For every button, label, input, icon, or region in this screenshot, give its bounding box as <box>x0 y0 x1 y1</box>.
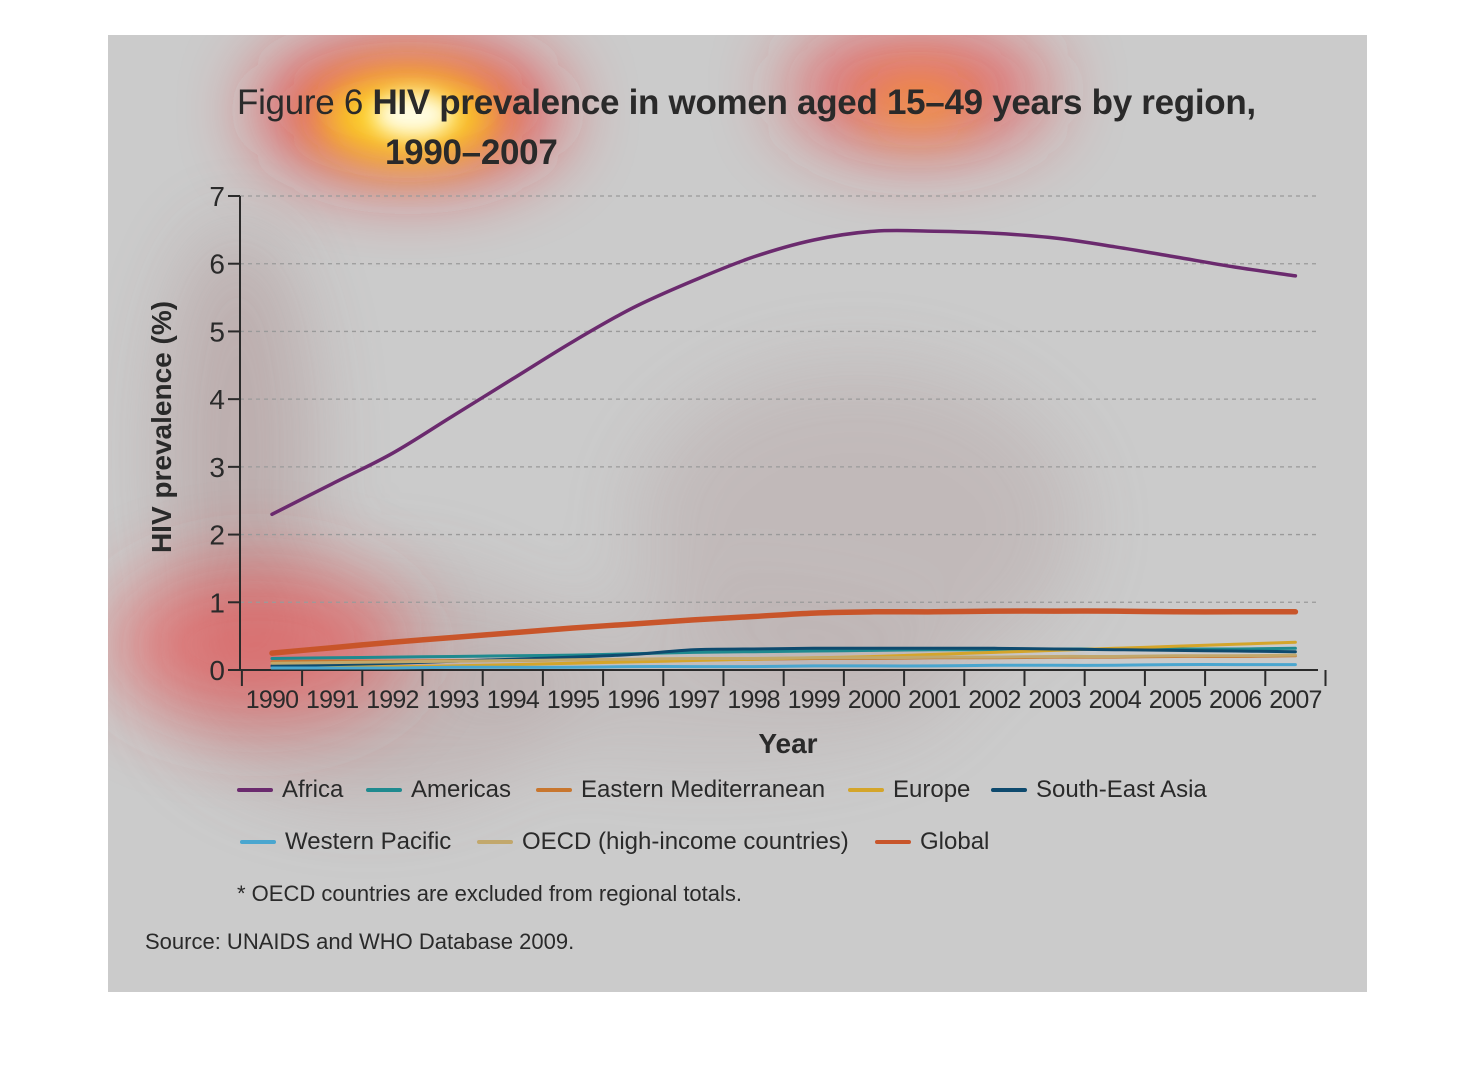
legend-item-africa: Africa <box>237 776 343 804</box>
y-tick-label-2: 2 <box>209 520 225 551</box>
figure-panel: Figure 6 HIV prevalence in women aged 15… <box>108 35 1367 992</box>
y-tick-label-6: 6 <box>209 249 225 280</box>
y-tick-label-1: 1 <box>209 587 225 618</box>
x-tick-label-2003: 2003 <box>1028 686 1080 714</box>
x-tick-label-2007: 2007 <box>1269 686 1321 714</box>
x-tick-label-2006: 2006 <box>1209 686 1261 714</box>
x-tick-label-1995: 1995 <box>547 686 599 714</box>
x-tick-label-1993: 1993 <box>426 686 478 714</box>
legend-swatch-south-east-asia <box>991 788 1027 792</box>
legend-item-eastern-mediterranean: Eastern Mediterranean <box>536 776 825 804</box>
series-line-oecd-high-income-countries <box>270 653 1297 665</box>
legend-label-south-east-asia: South-East Asia <box>1036 776 1207 803</box>
title-figure-label: Figure 6 <box>237 83 363 122</box>
x-tick-label-1998: 1998 <box>727 686 779 714</box>
x-tick-label-2000: 2000 <box>848 686 900 714</box>
x-tick-label-2005: 2005 <box>1149 686 1201 714</box>
axes: 0 1 2 3 4 5 6 7 1990 1991 1992 1993 1994 1995 1996 1997… <box>209 181 1327 714</box>
x-tick-label-1996: 1996 <box>607 686 659 714</box>
legend-swatch-eastern-mediterranean <box>536 788 572 792</box>
legend-swatch-oecd-high-income-countries <box>477 840 513 844</box>
legend-label-oecd-high-income-countries: OECD (high-income countries) <box>522 828 849 855</box>
x-tick-label-2002: 2002 <box>968 686 1020 714</box>
legend-label-americas: Americas <box>411 776 512 803</box>
legend-item-europe: Europe <box>848 776 970 804</box>
y-tick-label-4: 4 <box>209 384 225 415</box>
y-axis-label: HIV prevalence (%) <box>146 301 177 553</box>
x-tick-label-1999: 1999 <box>788 686 840 714</box>
legend-item-americas: Americas <box>366 776 511 804</box>
legend-label-eastern-mediterranean: Eastern Mediterranean <box>581 776 826 803</box>
legend-swatch-africa <box>237 788 273 792</box>
x-tick-label-2001: 2001 <box>908 686 960 714</box>
x-tick-label-1997: 1997 <box>667 686 719 714</box>
legend-swatch-global <box>875 840 911 844</box>
chart-title-line2: 1990–2007 <box>385 133 558 172</box>
legend-item-western-pacific: Western Pacific <box>240 828 451 856</box>
legend-swatch-western-pacific <box>240 840 276 844</box>
series-line-global <box>269 608 1299 656</box>
legend-swatch-americas <box>366 788 402 792</box>
legend-label-europe: Europe <box>893 776 971 803</box>
grid-lines <box>240 195 1318 603</box>
attention-heatmap-overlay <box>108 35 1078 805</box>
x-tick-label-1991: 1991 <box>306 686 358 714</box>
line-chart: 0 1 2 3 4 5 6 7 1990 1991 1992 1993 1994 1995 1996 1997… <box>146 181 1327 759</box>
y-tick-label-3: 3 <box>209 452 225 483</box>
y-tick-label-0: 0 <box>209 655 225 686</box>
legend-item-global: Global <box>875 828 989 856</box>
x-tick-label-2004: 2004 <box>1089 686 1142 714</box>
chart-title: Figure 6 HIV prevalence in women aged 15… <box>237 83 1256 123</box>
series-line-western-pacific <box>270 663 1297 670</box>
y-tick-label-7: 7 <box>209 181 225 212</box>
x-tick-label-1992: 1992 <box>366 686 418 714</box>
series-line-africa <box>270 228 1298 517</box>
source-note: Source: UNAIDS and WHO Database 2009. <box>145 929 575 954</box>
title-main-text: HIV prevalence in women aged 15–49 years… <box>372 83 1256 122</box>
legend-label-global: Global <box>920 828 990 855</box>
legend-label-africa: Africa <box>282 776 344 803</box>
legend-label-western-pacific: Western Pacific <box>285 828 452 855</box>
y-tick-label-5: 5 <box>209 316 225 347</box>
x-axis-label: Year <box>758 728 817 759</box>
series-lines <box>269 228 1299 670</box>
footnote: * OECD countries are excluded from regio… <box>237 881 743 906</box>
x-tick-label-1994: 1994 <box>487 686 540 714</box>
legend-item-oecd-high-income-countries: OECD (high-income countries) <box>477 828 849 856</box>
x-tick-label-1990: 1990 <box>246 686 298 714</box>
legend-swatch-europe <box>848 788 884 792</box>
legend-item-south-east-asia: South-East Asia <box>991 776 1207 804</box>
